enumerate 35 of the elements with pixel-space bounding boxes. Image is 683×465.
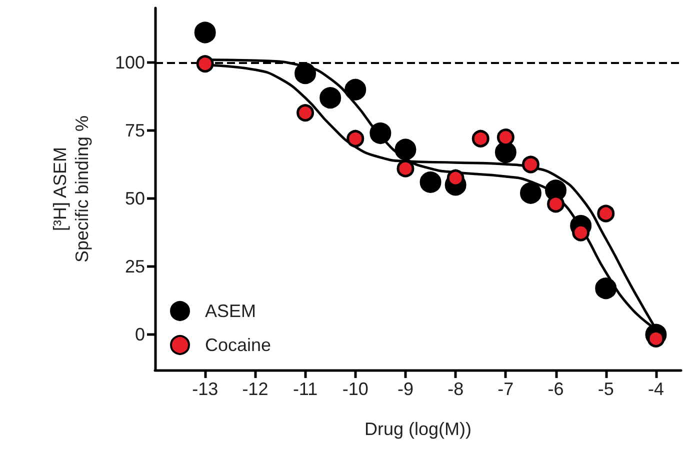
point [294,62,316,84]
x-tick-label: -7 [498,379,514,399]
legend-label: Cocaine [205,335,272,355]
x-tick-label: -13 [192,379,218,399]
x-tick-label: -5 [598,379,614,399]
point [194,22,216,44]
point [420,171,442,193]
y-axis-title: [³H] ASEM Specific binding % [50,115,92,263]
x-tick-label: -8 [448,379,464,399]
y-tick-label: 75 [124,120,145,140]
point [472,130,490,148]
x-tick-label: -6 [548,379,564,399]
point [344,78,366,100]
x-tick-label: -9 [397,379,414,399]
point [394,138,416,160]
point [346,130,364,148]
point [320,87,342,109]
point [370,122,392,144]
y-tick-label: 50 [124,188,145,209]
x-tick-label: -11 [292,379,318,399]
point [597,204,615,222]
y-tick-label: 100 [114,52,145,72]
x-tick-label: -4 [648,379,664,399]
point [522,156,540,174]
point [296,104,314,122]
point [196,55,214,73]
y-tick-label: 25 [124,256,145,277]
legend-label: ASEM [205,301,256,321]
x-tick-label: -12 [242,379,268,399]
x-tick-label: -10 [342,379,368,399]
point [494,142,516,163]
x-axis-title: Drug (log(M)) [364,419,472,439]
point [520,182,542,204]
point [595,278,617,300]
y-tick-label: 0 [134,324,145,345]
